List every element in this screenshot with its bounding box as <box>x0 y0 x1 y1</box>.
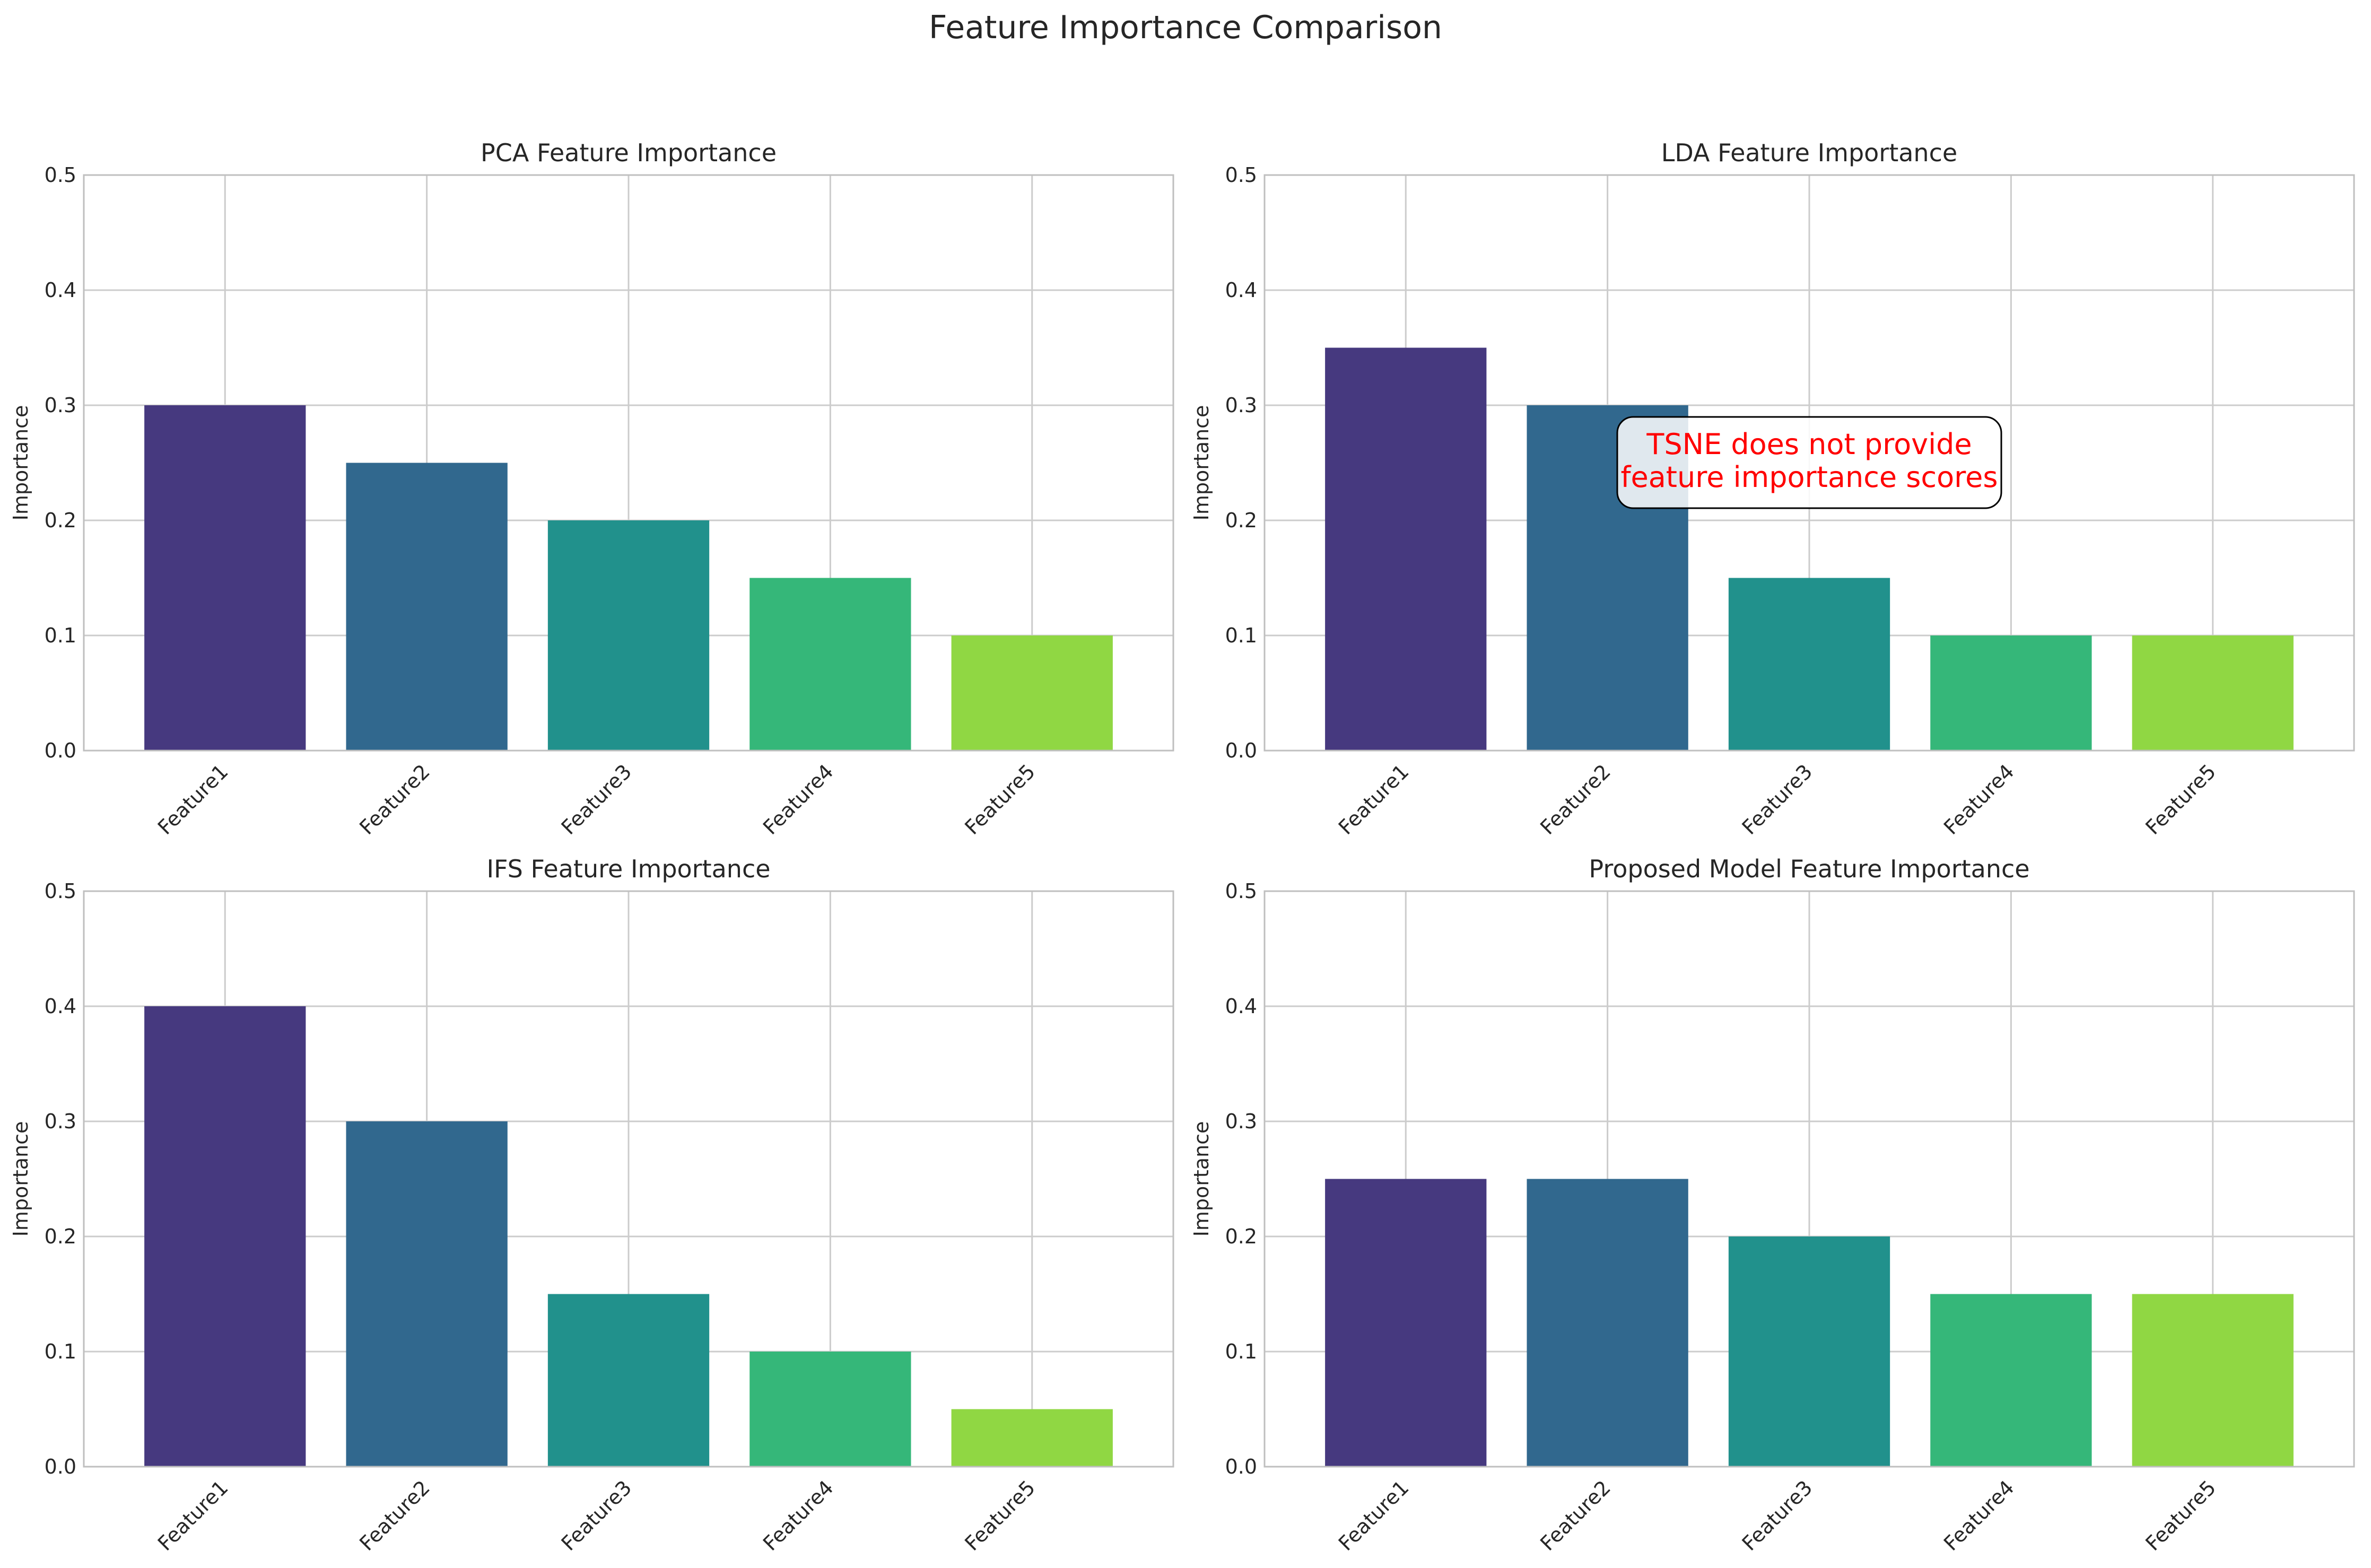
y-tick-label: 0.5 <box>1225 879 1257 903</box>
bar-feature2 <box>346 463 508 751</box>
panel-title: Proposed Model Feature Importance <box>1589 855 2029 883</box>
y-tick-label: 0.0 <box>45 1455 76 1478</box>
x-tick-label: Feature1 <box>153 1476 233 1555</box>
axes-frame <box>83 174 1174 752</box>
y-tick-label: 0.1 <box>45 1340 76 1363</box>
y-axis-label: Importance <box>9 405 32 521</box>
y-tick-label: 0.5 <box>45 163 76 187</box>
panel-title: PCA Feature Importance <box>481 138 777 167</box>
y-tick-label: 0.5 <box>45 879 76 903</box>
bar-feature1 <box>1325 347 1487 751</box>
bar-feature5 <box>2132 1294 2294 1467</box>
y-tick-label: 0.2 <box>45 509 76 532</box>
y-tick-label: 0.3 <box>45 394 76 417</box>
chart-panel-2: 0.0 0.1 0.2 0.3 0.4 0.5 Feature1 Feature2 Featur… <box>1190 138 2355 839</box>
chart-panels: 0.0 0.1 0.2 0.3 0.4 0.5 Feature1 Feature2 Featur… <box>9 138 2355 1555</box>
y-tick-label: 0.2 <box>45 1225 76 1248</box>
y-tick-label: 0.1 <box>1225 1340 1257 1363</box>
panel-title: LDA Feature Importance <box>1661 138 1957 167</box>
x-tick-label: Feature2 <box>355 760 434 839</box>
bar-feature5 <box>2132 635 2294 751</box>
x-tick-label: Feature3 <box>557 760 637 839</box>
x-tick-label: Feature4 <box>759 1476 838 1555</box>
chart-panel-1: 0.0 0.1 0.2 0.3 0.4 0.5 Feature1 Feature2 Featur… <box>9 138 1174 839</box>
x-tick-label: Feature5 <box>2141 1476 2220 1555</box>
y-axis-label: Importance <box>1190 1121 1213 1237</box>
bar-feature4 <box>1930 635 2092 751</box>
panel-title: IFS Feature Importance <box>486 855 770 883</box>
bar-feature5 <box>951 1409 1113 1467</box>
x-tick-label: Feature1 <box>1334 1476 1414 1555</box>
x-tick-label: Feature3 <box>1738 1476 1817 1555</box>
x-tick-label: Feature5 <box>2141 760 2220 839</box>
axes-frame <box>83 890 1174 1468</box>
axes-frame <box>1263 890 2355 1468</box>
y-tick-label: 0.0 <box>45 739 76 762</box>
bar-feature4 <box>1930 1294 2092 1467</box>
y-tick-label: 0.2 <box>1225 1225 1257 1248</box>
y-tick-label: 0.5 <box>1225 163 1257 187</box>
x-tick-label: Feature2 <box>1536 1476 1615 1555</box>
bar-feature2 <box>1527 1179 1688 1467</box>
x-tick-label: Feature4 <box>1939 760 2019 839</box>
y-tick-label: 0.0 <box>1225 1455 1257 1478</box>
x-tick-label: Feature3 <box>557 1476 637 1555</box>
bar-feature1 <box>144 1006 306 1467</box>
y-tick-label: 0.4 <box>45 995 76 1018</box>
bar-feature5 <box>951 635 1113 751</box>
y-tick-label: 0.4 <box>1225 278 1257 302</box>
y-tick-label: 0.4 <box>45 278 76 302</box>
bar-feature1 <box>144 405 306 751</box>
bar-feature4 <box>749 1352 911 1467</box>
y-tick-label: 0.2 <box>1225 509 1257 532</box>
y-tick-label: 0.0 <box>1225 739 1257 762</box>
axes-frame <box>1263 174 2355 752</box>
bar-feature3 <box>547 1294 710 1467</box>
x-tick-label: Feature3 <box>1738 760 1817 839</box>
annotation-box <box>1616 416 2002 509</box>
x-tick-label: Feature1 <box>1334 760 1414 839</box>
x-tick-label: Feature2 <box>1536 760 1615 839</box>
y-axis-label: Importance <box>9 1121 32 1237</box>
bar-feature3 <box>1728 578 1890 751</box>
x-tick-label: Feature4 <box>759 760 838 839</box>
y-tick-label: 0.1 <box>1225 624 1257 647</box>
bar-feature2 <box>346 1121 508 1467</box>
annotation-text: TSNE does not provide <box>1646 428 1972 461</box>
chart-panel-4: 0.0 0.1 0.2 0.3 0.4 0.5 Feature1 Feature2 Featur… <box>1190 855 2355 1555</box>
y-tick-label: 0.1 <box>45 624 76 647</box>
x-tick-label: Feature5 <box>960 760 1040 839</box>
bar-feature3 <box>1728 1236 1890 1467</box>
y-axis-label: Importance <box>1190 405 1213 521</box>
bar-feature1 <box>1325 1179 1487 1467</box>
x-tick-label: Feature1 <box>153 760 233 839</box>
x-tick-label: Feature2 <box>355 1476 434 1555</box>
chart-panel-3: 0.0 0.1 0.2 0.3 0.4 0.5 Feature1 Feature2 Featur… <box>9 855 1174 1555</box>
x-tick-label: Feature4 <box>1939 1476 2019 1555</box>
x-tick-label: Feature5 <box>960 1476 1040 1555</box>
y-tick-label: 0.3 <box>45 1110 76 1133</box>
bar-feature4 <box>749 578 911 751</box>
y-tick-label: 0.3 <box>1225 394 1257 417</box>
annotation-text: feature importance scores <box>1620 460 1998 494</box>
y-tick-label: 0.4 <box>1225 995 1257 1018</box>
figure-title: Feature Importance Comparison <box>929 9 1442 46</box>
bar-feature3 <box>547 520 710 751</box>
y-tick-label: 0.3 <box>1225 1110 1257 1133</box>
